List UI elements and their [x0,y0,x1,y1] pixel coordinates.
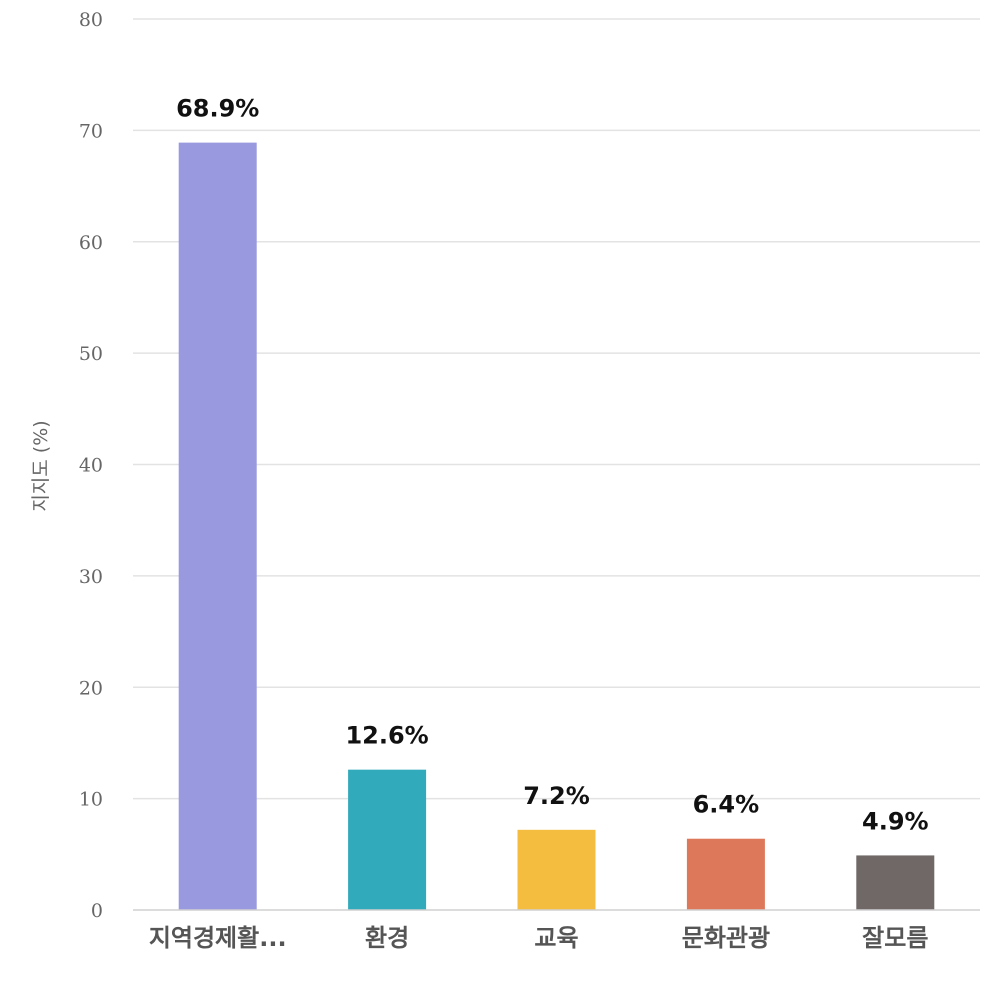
grid-lines [133,18,980,800]
y-tick-label: 0 [91,900,103,922]
y-tick-label: 80 [79,9,103,31]
data-labels: 68.9% 12.6% 7.2% 6.4% 4.9% [176,95,929,836]
data-label: 68.9% [176,95,259,123]
y-tick-label: 70 [79,120,103,142]
bar [686,838,765,910]
y-tick-label: 50 [79,343,103,365]
x-axis-ticks: 지역경제활... 환경 교육 문화관광 잘모름 [149,924,929,952]
y-tick-label: 20 [79,677,103,699]
y-axis-title: 지지도 (%) [30,420,52,511]
x-tick-label: 문화관광 [682,924,770,952]
x-tick-label: 환경 [365,924,409,952]
y-axis-ticks: 0 10 20 30 40 50 60 70 80 [79,9,103,922]
y-tick-label: 40 [79,455,103,477]
bars [178,142,935,911]
bar [856,855,935,910]
bar [178,142,257,911]
data-label: 4.9% [862,807,929,835]
data-label: 6.4% [693,791,760,819]
y-tick-label: 10 [79,789,103,811]
y-tick-label: 30 [79,566,103,588]
data-label: 7.2% [523,782,590,810]
data-label: 12.6% [345,722,428,750]
bar [348,769,427,910]
x-tick-label: 잘모름 [862,924,928,952]
y-tick-label: 60 [79,232,103,254]
x-tick-label: 교육 [534,924,578,952]
x-tick-label: 지역경제활... [149,924,287,952]
bar [517,829,596,910]
